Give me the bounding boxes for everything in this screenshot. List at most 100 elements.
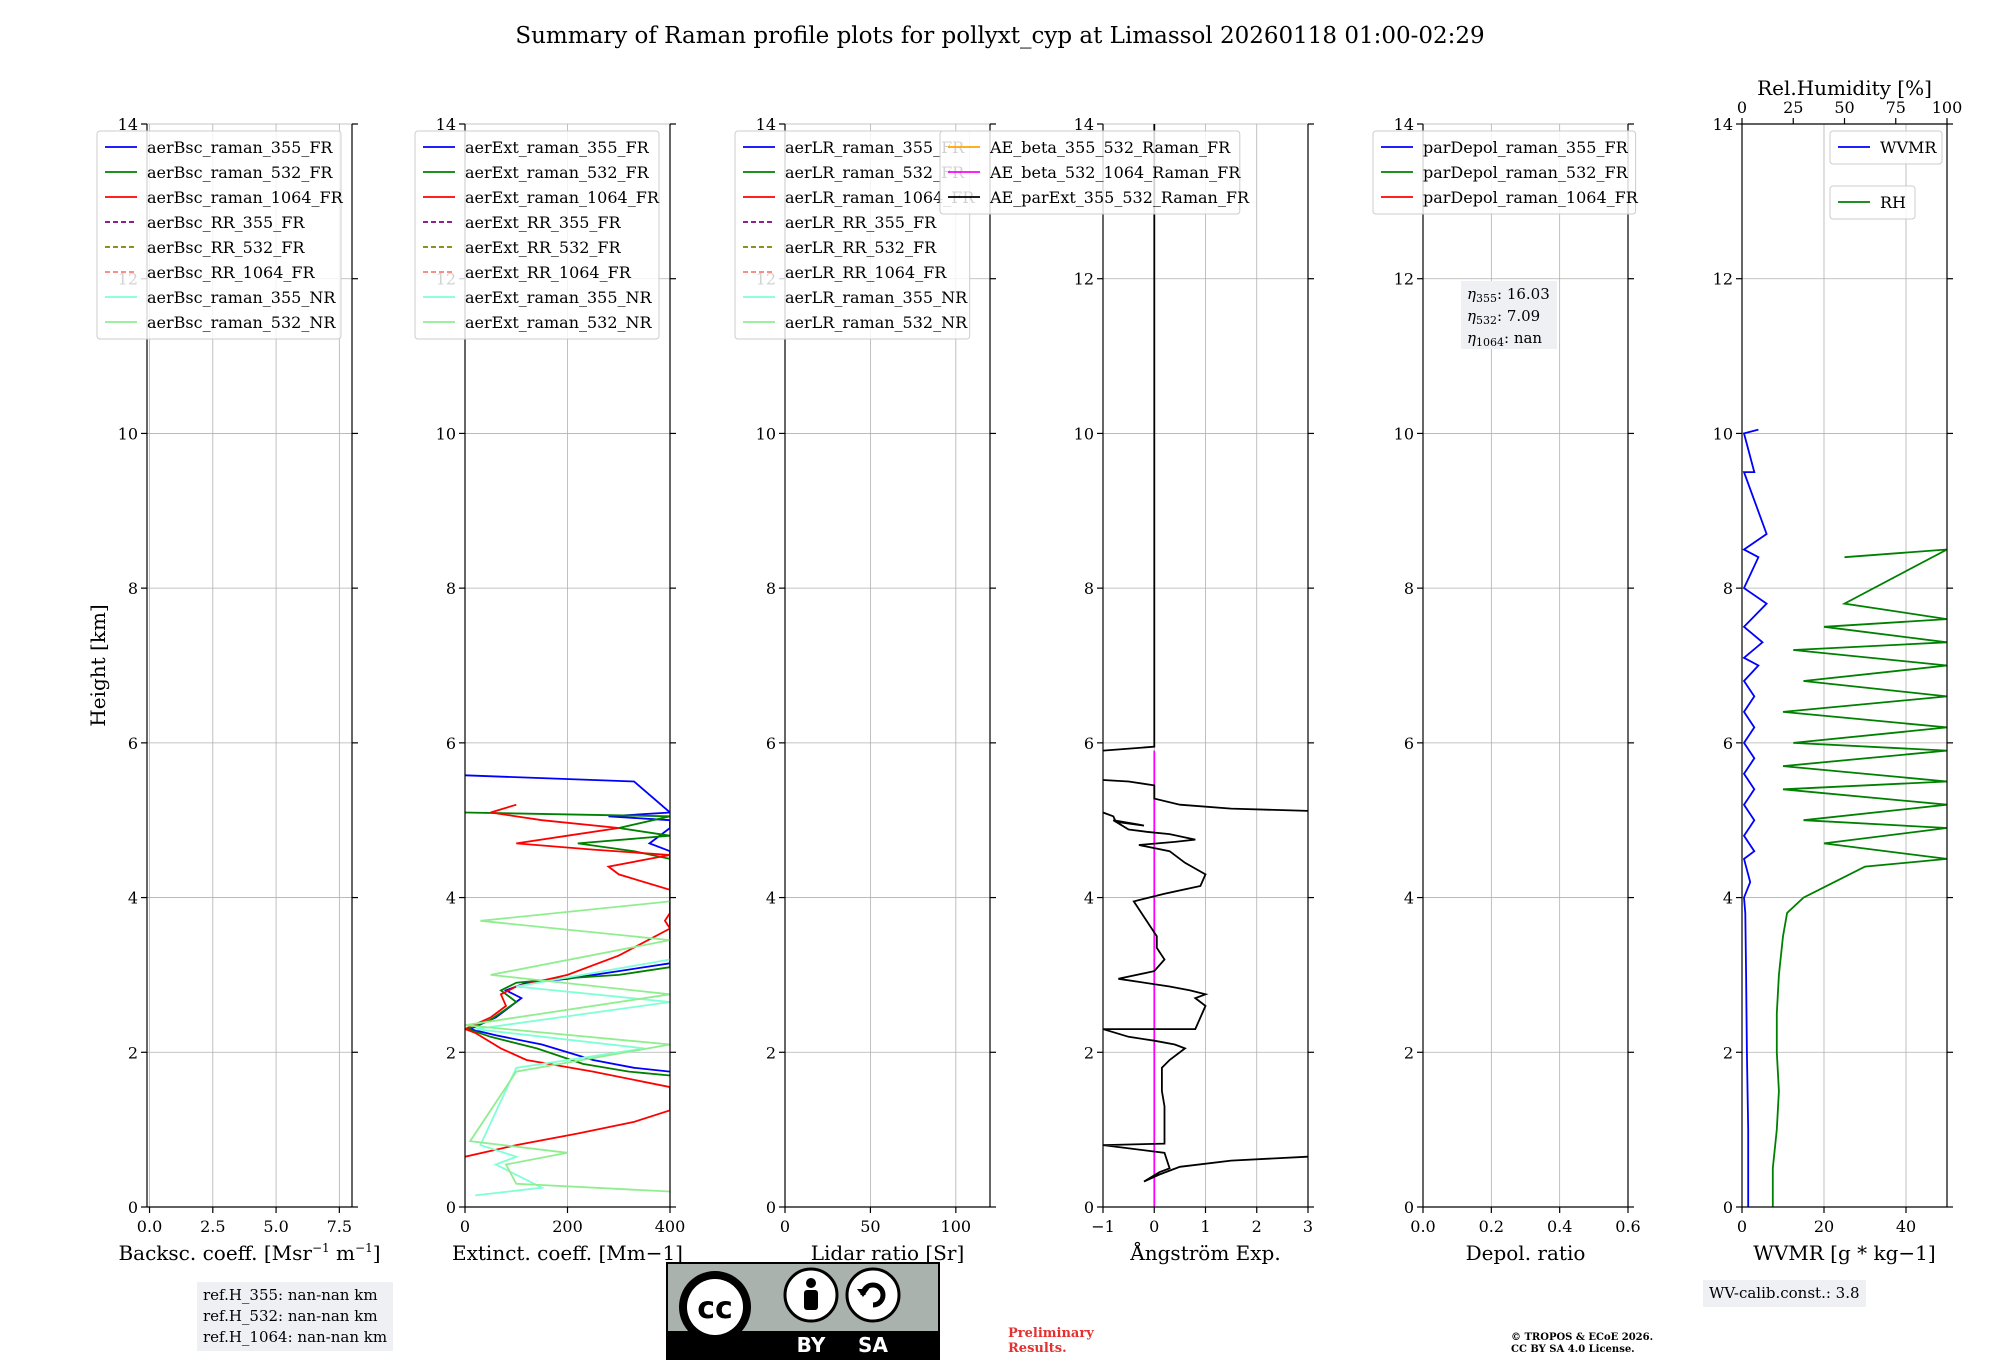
legend-entry: aerLR_raman_1064_FR [785, 188, 975, 207]
legend-entry: aerExt_RR_532_FR [465, 238, 622, 257]
legend-entry: AE_beta_355_532_Raman_FR [989, 138, 1231, 157]
ytick-label: 2 [1084, 1043, 1094, 1062]
ytick-label: 12 [1394, 270, 1414, 289]
panel-lr: 05010002468101214Lidar ratio [Sr]aerLR_r… [734, 115, 996, 1265]
legend-frame [96, 130, 342, 340]
ytick-label: 10 [1713, 424, 1733, 443]
legend-entry: aerBsc_raman_532_FR [147, 163, 333, 182]
legend: parDepol_raman_355_FR parDepol_raman_532_… [1372, 130, 1639, 215]
ytick-label: 0 [1404, 1198, 1414, 1217]
figure-title: Summary of Raman profile plots for polly… [515, 23, 1484, 49]
xtick-label: 20 [1814, 1217, 1834, 1236]
ref-height-1064: ref.H_1064: nan-nan km [203, 1328, 388, 1346]
legend: aerExt_raman_355_FR aerExt_raman_532_FRae… [414, 130, 660, 340]
ytick-label: 6 [1723, 734, 1733, 753]
legend-frame [1372, 130, 1637, 215]
xtick-label: 200 [552, 1217, 583, 1236]
ytick-label: 6 [1084, 734, 1094, 753]
xtick-label: 0 [1149, 1217, 1159, 1236]
ytick-label: 12 [1074, 270, 1094, 289]
preliminary-line-1: Preliminary [1008, 1326, 1094, 1341]
series-group [465, 774, 670, 1197]
ref-height-355: ref.H_355: nan-nan km [203, 1286, 378, 1304]
legend: aerBsc_raman_355_FR aerBsc_raman_532_FRae… [96, 130, 344, 340]
panel-bsc: 0.02.55.07.502468101214Backsc. coeff. [M… [86, 115, 381, 1265]
series-aerExt_raman_355_NR [475, 958, 670, 1197]
ytick-label: 0 [446, 1198, 456, 1217]
wv-calibration-text: WV-calib.const.: 3.8 [1709, 1284, 1860, 1302]
legend-entry: RH [1880, 193, 1906, 212]
xtick-label: 40 [1896, 1217, 1916, 1236]
legend-entry: aerLR_raman_532_NR [785, 313, 968, 332]
xaxis-label: Extinct. coeff. [Mm−1] [452, 1241, 683, 1265]
legend-entry: aerBsc_raman_355_NR [147, 288, 336, 307]
legend-entry: aerBsc_RR_532_FR [147, 238, 305, 257]
ytick-label: 2 [766, 1043, 776, 1062]
legend-frame [1829, 185, 1916, 220]
legend-entry: parDepol_raman_532_FR [1423, 163, 1629, 182]
ytick-label: 6 [766, 734, 776, 753]
legend-entry: aerExt_raman_1064_FR [465, 188, 660, 207]
ytick-label: 6 [128, 734, 138, 753]
legend-frame [414, 130, 660, 340]
ytick-label: 8 [1404, 579, 1414, 598]
ytick-label: 10 [118, 424, 138, 443]
ytick-label: 8 [766, 579, 776, 598]
xtick-label: 1 [1200, 1217, 1210, 1236]
series-WVMR [1742, 428, 1768, 1207]
series-group [1742, 428, 1947, 1207]
ytick-label: 14 [756, 115, 776, 134]
legend-entry: aerBsc_RR_355_FR [147, 213, 305, 232]
ytick-label: 10 [436, 424, 456, 443]
preliminary-line-2: Results. [1008, 1341, 1067, 1356]
sa-label: SA [858, 1333, 888, 1357]
legend-entry: aerExt_RR_1064_FR [465, 263, 632, 282]
top-xtick-label: 50 [1834, 98, 1854, 117]
ytick-label: 12 [1713, 270, 1733, 289]
xaxis-label: Depol. ratio [1466, 1241, 1586, 1265]
ytick-label: 2 [446, 1043, 456, 1062]
copyright-line-1: © TROPOS & ECoE 2026. [1511, 1332, 1654, 1343]
legend: RH [1829, 185, 1916, 220]
xaxis-label: Ångström Exp. [1129, 1240, 1280, 1265]
ytick-label: 10 [1394, 424, 1414, 443]
by-label: BY [797, 1333, 826, 1357]
copyright-line-2: CC BY SA 4.0 License. [1511, 1344, 1635, 1355]
series-AE_parExt_355_532_Raman_FR [1103, 811, 1308, 1183]
ytick-label: 4 [128, 889, 138, 908]
cc-icon-label: cc [697, 1291, 733, 1326]
xtick-label: −1 [1091, 1217, 1115, 1236]
top-xtick-label: 100 [1932, 98, 1963, 117]
ytick-label: 0 [1084, 1198, 1094, 1217]
ytick-label: 14 [436, 115, 456, 134]
legend-entry: parDepol_raman_1064_FR [1423, 188, 1639, 207]
top-xaxis-label: Rel.Humidity [%] [1757, 76, 1932, 100]
legend-entry: aerBsc_RR_1064_FR [147, 263, 316, 282]
ytick-label: 14 [1074, 115, 1094, 134]
ytick-label: 4 [1723, 889, 1733, 908]
legend-frame [939, 130, 1241, 215]
legend-entry: aerLR_RR_1064_FR [785, 263, 947, 282]
ytick-label: 4 [766, 889, 776, 908]
xtick-label: 50 [860, 1217, 880, 1236]
xaxis-label: Lidar ratio [Sr] [811, 1241, 965, 1265]
legend-entry: aerExt_RR_355_FR [465, 213, 622, 232]
panels: 0.02.55.07.502468101214Backsc. coeff. [M… [86, 76, 1962, 1265]
ytick-label: 0 [766, 1198, 776, 1217]
xtick-label: 0.2 [1479, 1217, 1504, 1236]
legend-entry: aerBsc_raman_1064_FR [147, 188, 344, 207]
series-group [1103, 124, 1308, 1207]
xaxis-label: Backsc. coeff. [Msr−1 m−1] [118, 1241, 380, 1265]
ytick-label: 8 [128, 579, 138, 598]
ytick-label: 0 [128, 1198, 138, 1217]
xtick-label: 2.5 [200, 1217, 225, 1236]
ytick-label: 2 [1723, 1043, 1733, 1062]
xtick-label: 2 [1252, 1217, 1262, 1236]
ytick-label: 0 [1723, 1198, 1733, 1217]
annotation-box [1461, 281, 1557, 349]
series-aerExt_raman_1064_FR [465, 803, 670, 1158]
legend: AE_beta_355_532_Raman_FR AE_beta_532_1064… [939, 130, 1250, 215]
ytick-label: 4 [1084, 889, 1094, 908]
xtick-label: 0.4 [1547, 1217, 1572, 1236]
